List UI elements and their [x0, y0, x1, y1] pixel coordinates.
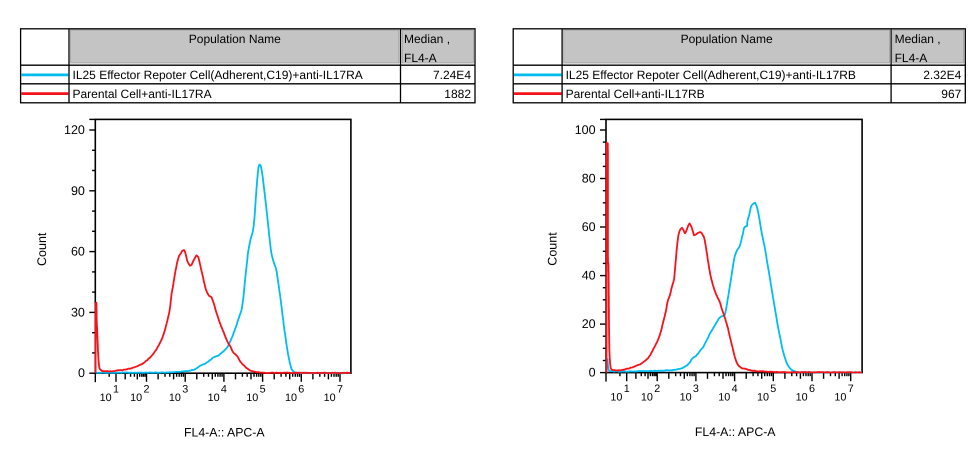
svg-text:10: 10 [208, 392, 220, 404]
svg-text:FL4-A: FL4-A [404, 51, 437, 65]
svg-text:10: 10 [796, 392, 808, 404]
svg-text:3: 3 [693, 383, 699, 395]
svg-text:6: 6 [809, 383, 815, 395]
svg-text:5: 5 [770, 383, 776, 395]
svg-text:6: 6 [298, 384, 304, 396]
svg-text:7.24E4: 7.24E4 [433, 68, 471, 82]
svg-text:120: 120 [64, 123, 85, 137]
svg-text:Median ,: Median , [404, 32, 450, 46]
svg-text:90: 90 [71, 184, 85, 198]
svg-text:10: 10 [718, 392, 730, 404]
svg-text:4: 4 [732, 383, 738, 395]
svg-text:2.32E4: 2.32E4 [923, 68, 961, 82]
svg-text:0: 0 [78, 366, 85, 380]
svg-text:20: 20 [582, 317, 596, 331]
svg-text:Count: Count [546, 232, 560, 266]
svg-text:2: 2 [654, 383, 660, 395]
svg-text:3: 3 [182, 384, 188, 396]
svg-text:Population Name: Population Name [189, 32, 281, 46]
svg-text:FL4-A: FL4-A [895, 51, 928, 65]
svg-text:Median ,: Median , [895, 32, 941, 46]
svg-text:5: 5 [260, 384, 266, 396]
svg-text:60: 60 [582, 220, 596, 234]
svg-text:IL25 Effector Repoter Cell(Adh: IL25 Effector Repoter Cell(Adherent,C19)… [73, 68, 363, 82]
svg-text:1: 1 [113, 384, 119, 396]
svg-text:967: 967 [941, 87, 961, 101]
svg-text:IL25 Effector Repoter Cell(Adh: IL25 Effector Repoter Cell(Adherent,C19)… [566, 68, 856, 82]
svg-text:10: 10 [285, 392, 297, 404]
svg-text:30: 30 [71, 305, 85, 319]
svg-text:10: 10 [641, 392, 653, 404]
svg-text:Count: Count [35, 232, 49, 266]
svg-text:10: 10 [610, 392, 622, 404]
svg-text:7: 7 [848, 383, 854, 395]
svg-text:1882: 1882 [444, 87, 471, 101]
svg-text:FL4-A:: APC-A: FL4-A:: APC-A [695, 425, 776, 439]
svg-text:Parental Cell+anti-IL17RB: Parental Cell+anti-IL17RB [566, 87, 705, 101]
svg-text:7: 7 [337, 384, 343, 396]
svg-text:FL4-A:: APC-A: FL4-A:: APC-A [184, 426, 265, 440]
svg-text:10: 10 [246, 392, 258, 404]
svg-text:0: 0 [589, 366, 596, 380]
svg-text:10: 10 [324, 392, 336, 404]
svg-text:1: 1 [624, 383, 630, 395]
svg-text:80: 80 [582, 172, 596, 186]
svg-text:10: 10 [169, 392, 181, 404]
svg-text:Population Name: Population Name [681, 32, 773, 46]
svg-text:2: 2 [143, 384, 149, 396]
svg-text:60: 60 [71, 245, 85, 259]
svg-text:40: 40 [582, 269, 596, 283]
svg-text:10: 10 [130, 392, 142, 404]
svg-text:10: 10 [100, 392, 112, 404]
svg-text:4: 4 [221, 384, 227, 396]
svg-text:100: 100 [575, 123, 596, 137]
svg-text:10: 10 [834, 392, 846, 404]
svg-text:10: 10 [680, 392, 692, 404]
svg-text:10: 10 [757, 392, 769, 404]
svg-text:Parental Cell+anti-IL17RA: Parental Cell+anti-IL17RA [73, 87, 212, 101]
